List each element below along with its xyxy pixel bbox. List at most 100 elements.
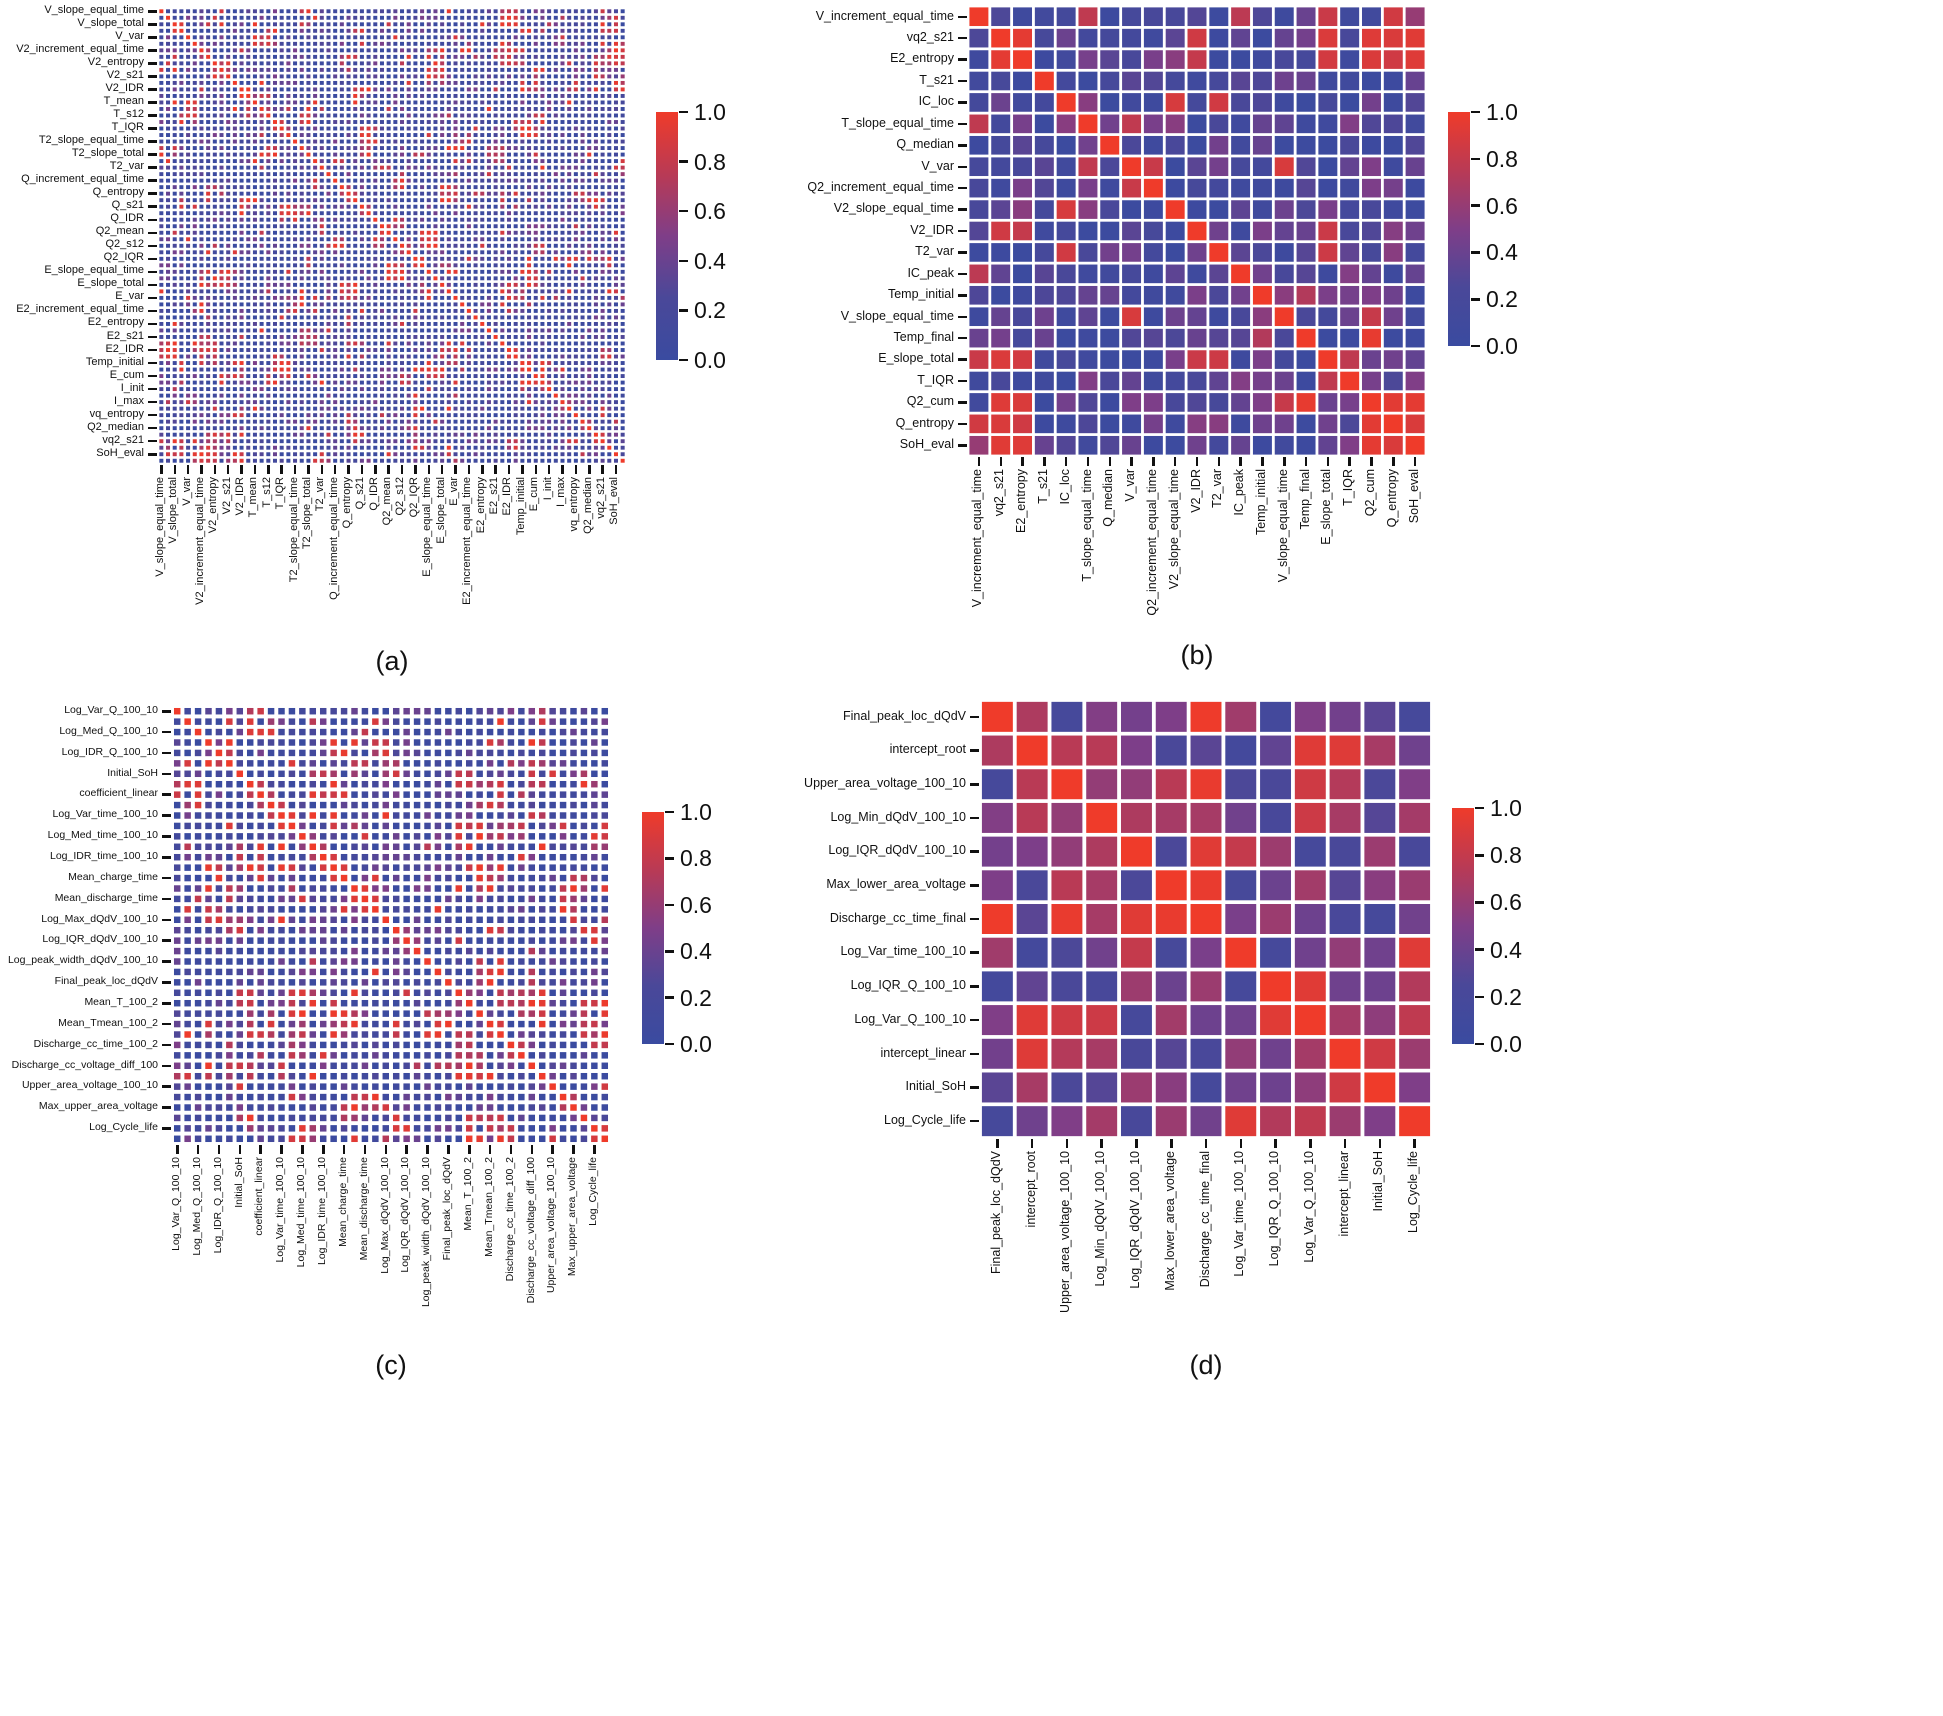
heatmap-cell xyxy=(533,387,538,392)
heatmap-cell xyxy=(520,439,525,444)
heatmap-cell xyxy=(493,282,498,287)
x-axis-label: V_slope_equal_time xyxy=(153,477,166,577)
heatmap-cell xyxy=(506,308,511,313)
heatmap-cell xyxy=(379,41,384,46)
heatmap-cell xyxy=(379,315,384,320)
heatmap-cell xyxy=(179,276,184,281)
heatmap-cell xyxy=(306,139,311,144)
heatmap-cell xyxy=(313,263,318,268)
heatmap-cell xyxy=(413,54,418,59)
y-tick xyxy=(148,192,157,195)
heatmap-cell xyxy=(500,380,505,385)
heatmap-cell xyxy=(246,243,251,248)
heatmap-cell xyxy=(252,28,257,33)
heatmap-cell xyxy=(420,191,425,196)
heatmap-cell xyxy=(426,217,431,222)
heatmap-cell xyxy=(420,67,425,72)
heatmap-cell xyxy=(346,48,351,53)
heatmap-cell xyxy=(553,250,558,255)
heatmap-cell xyxy=(420,328,425,333)
heatmap-cell xyxy=(493,35,498,40)
heatmap-cell xyxy=(466,165,471,170)
heatmap-cell xyxy=(226,295,231,300)
heatmap-cell xyxy=(366,159,371,164)
heatmap-cell xyxy=(326,432,331,437)
heatmap-cell xyxy=(433,67,438,72)
heatmap-cell xyxy=(607,458,612,463)
heatmap-cell xyxy=(600,172,605,177)
heatmap-cell xyxy=(486,87,491,92)
heatmap-cell xyxy=(366,185,371,190)
heatmap-cell xyxy=(299,263,304,268)
heatmap-cell xyxy=(500,406,505,411)
heatmap-cell xyxy=(453,452,458,457)
heatmap-cell xyxy=(293,439,298,444)
heatmap-cell xyxy=(446,54,451,59)
heatmap-cell xyxy=(473,28,478,33)
heatmap-cell xyxy=(547,217,552,222)
heatmap-cell xyxy=(353,165,358,170)
heatmap-cell xyxy=(166,159,171,164)
heatmap-cell xyxy=(306,113,311,118)
heatmap-cell xyxy=(246,432,251,437)
heatmap-cell xyxy=(506,224,511,229)
heatmap-cell xyxy=(567,204,572,209)
heatmap-cell xyxy=(466,9,471,14)
heatmap-cell xyxy=(266,419,271,424)
heatmap-cell xyxy=(446,276,451,281)
heatmap-cell xyxy=(433,452,438,457)
heatmap-cell xyxy=(346,80,351,85)
heatmap-cell xyxy=(406,139,411,144)
y-tick xyxy=(148,205,157,208)
heatmap-cell xyxy=(473,61,478,66)
heatmap-cell xyxy=(226,204,231,209)
heatmap-cell xyxy=(533,458,538,463)
heatmap-cell xyxy=(466,367,471,372)
heatmap-cell xyxy=(333,172,338,177)
heatmap-cell xyxy=(339,107,344,111)
heatmap-cell xyxy=(446,107,451,111)
heatmap-cell xyxy=(513,35,518,40)
heatmap-cell xyxy=(420,263,425,268)
heatmap-cell xyxy=(520,198,525,203)
heatmap-cell xyxy=(547,361,552,365)
heatmap-cell xyxy=(326,87,331,92)
heatmap-cell xyxy=(560,315,565,320)
heatmap-cell xyxy=(192,113,197,118)
heatmap-cell xyxy=(252,419,257,424)
heatmap-cell xyxy=(440,302,445,307)
heatmap-cell xyxy=(527,133,532,137)
heatmap-cell xyxy=(319,48,324,53)
heatmap-cell xyxy=(480,250,485,255)
heatmap-cell xyxy=(433,48,438,53)
heatmap-cell xyxy=(279,341,284,346)
heatmap-cell xyxy=(346,113,351,118)
heatmap-cell xyxy=(440,15,445,20)
heatmap-cell xyxy=(272,458,277,463)
heatmap-cell xyxy=(440,87,445,92)
heatmap-cell xyxy=(313,308,318,313)
heatmap-cell xyxy=(560,406,565,411)
heatmap-cell xyxy=(473,126,478,131)
heatmap-cell xyxy=(359,224,364,229)
heatmap-cell xyxy=(426,354,431,359)
heatmap-cell xyxy=(226,302,231,307)
heatmap-cell xyxy=(406,9,411,14)
heatmap-cell xyxy=(446,204,451,209)
heatmap-cell xyxy=(533,35,538,40)
heatmap-cell xyxy=(527,361,532,365)
heatmap-cell xyxy=(166,426,171,431)
heatmap-cell xyxy=(433,380,438,385)
heatmap-cell xyxy=(373,380,378,385)
heatmap-cell xyxy=(272,211,277,216)
heatmap-cell xyxy=(179,159,184,164)
heatmap-cell xyxy=(386,9,391,14)
heatmap-cell xyxy=(206,406,211,411)
heatmap-cell xyxy=(527,172,532,177)
heatmap-cell xyxy=(460,439,465,444)
heatmap-cell xyxy=(400,413,405,418)
heatmap-cell xyxy=(547,295,552,300)
heatmap-cell xyxy=(199,380,204,385)
heatmap-cell xyxy=(486,237,491,242)
heatmap-cell xyxy=(406,321,411,326)
